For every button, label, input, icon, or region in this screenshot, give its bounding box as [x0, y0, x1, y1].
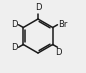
- Text: D: D: [11, 43, 18, 52]
- Text: D: D: [11, 20, 18, 29]
- Text: Br: Br: [58, 20, 68, 29]
- Text: D: D: [55, 48, 61, 57]
- Text: D: D: [35, 4, 41, 12]
